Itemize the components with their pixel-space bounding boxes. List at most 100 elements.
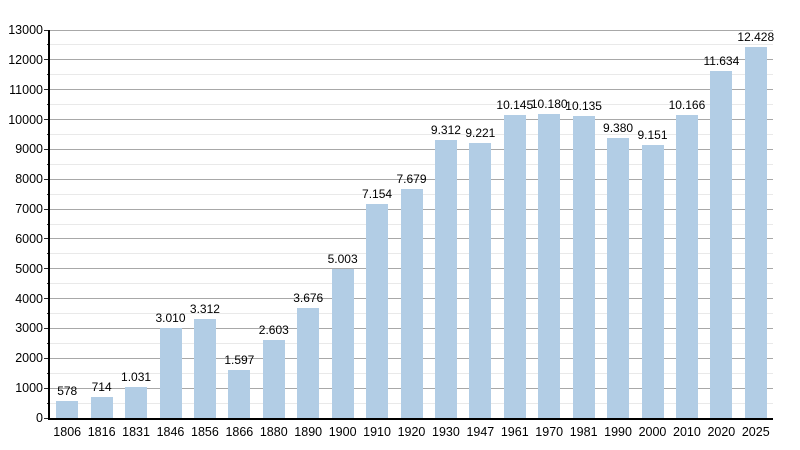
bar-value-label: 714 — [91, 379, 112, 394]
y-tick-major — [44, 417, 50, 419]
y-axis-label: 9000 — [15, 142, 43, 157]
x-axis-label: 1890 — [294, 425, 323, 439]
bar-value-label: 3.010 — [155, 311, 186, 326]
bar-value-label: 3.312 — [189, 302, 220, 317]
y-tick-major — [44, 327, 50, 329]
x-axis-label: 1981 — [569, 425, 598, 439]
y-tick-major — [44, 387, 50, 389]
x-axis-label: 1831 — [122, 425, 150, 439]
gridline-minor — [50, 133, 773, 135]
gridline-minor — [50, 163, 773, 165]
y-axis-line — [48, 30, 50, 420]
bar-value-label: 9.221 — [465, 125, 496, 140]
y-tick-major — [44, 29, 50, 31]
x-axis-label: 2010 — [673, 425, 701, 439]
y-axis-label: 5000 — [15, 261, 43, 276]
bar-value-label: 9.312 — [430, 123, 461, 138]
bar — [675, 114, 698, 418]
gridline-major — [50, 29, 773, 31]
bar — [400, 188, 423, 418]
x-axis-label: 1970 — [535, 425, 564, 439]
bar — [434, 140, 457, 418]
x-axis-label: 2025 — [741, 425, 770, 439]
bar — [297, 308, 320, 418]
bar-value-label: 10.135 — [565, 98, 602, 113]
bar — [331, 268, 354, 418]
y-tick-major — [44, 148, 50, 150]
bar — [262, 340, 285, 418]
y-axis-label: 13000 — [8, 23, 43, 37]
x-axis-label: 1961 — [500, 425, 529, 439]
y-tick-major — [44, 238, 50, 240]
x-axis-label: 1990 — [604, 425, 632, 439]
y-axis-label: 12000 — [8, 52, 43, 67]
bar — [228, 370, 251, 418]
gridline-major — [50, 119, 773, 121]
x-axis-label: 1846 — [156, 425, 185, 439]
x-axis-label: 1806 — [53, 425, 82, 439]
gridline-major — [50, 59, 773, 61]
y-axis-label: 6000 — [15, 231, 43, 246]
bar-value-label: 578 — [57, 383, 78, 398]
x-axis-label: 1910 — [363, 425, 391, 439]
y-tick-major — [44, 268, 50, 270]
y-axis-label: 0 — [36, 411, 43, 425]
gridline-major — [50, 148, 773, 150]
gridline-minor — [50, 104, 773, 106]
x-axis-label: 2020 — [707, 425, 736, 439]
y-tick-major — [44, 178, 50, 180]
y-tick-major — [44, 357, 50, 359]
y-axis-label: 7000 — [15, 202, 43, 217]
bar — [710, 70, 733, 418]
bar-value-label: 1.031 — [121, 370, 152, 385]
gridline-minor — [50, 44, 773, 46]
gridline-major — [50, 178, 773, 180]
bar — [159, 328, 182, 418]
y-tick-major — [44, 59, 50, 61]
bar-value-label: 11.634 — [703, 53, 740, 68]
x-axis-line — [48, 418, 773, 420]
bar — [469, 142, 492, 418]
bar — [90, 396, 113, 418]
bar — [503, 115, 526, 418]
x-axis-label: 1947 — [466, 425, 495, 439]
bar-value-label: 7.154 — [362, 187, 393, 202]
gridline-major — [50, 89, 773, 91]
bar — [193, 319, 216, 418]
bar — [366, 204, 389, 418]
bar — [641, 144, 664, 418]
y-axis-label: 1000 — [15, 381, 43, 396]
x-axis-label: 2000 — [638, 425, 667, 439]
bar — [538, 114, 561, 418]
y-axis-label: 8000 — [15, 172, 43, 187]
bar-value-label: 9.151 — [637, 127, 668, 142]
x-axis-label: 1856 — [191, 425, 219, 439]
x-axis-label: 1930 — [432, 425, 460, 439]
bar-value-label: 10.180 — [530, 97, 568, 112]
y-axis-label: 4000 — [15, 291, 43, 306]
bar-value-label: 5.003 — [327, 251, 358, 266]
bar-value-label: 10.145 — [496, 98, 534, 113]
y-tick-major — [44, 298, 50, 300]
bar-value-label: 3.676 — [293, 291, 324, 306]
gridline-minor — [50, 74, 773, 76]
bar-value-label: 9.380 — [603, 121, 634, 136]
y-tick-major — [44, 89, 50, 91]
y-axis-label: 11000 — [9, 82, 43, 97]
bar — [744, 47, 767, 418]
x-axis-label: 1880 — [259, 425, 288, 439]
y-axis-label: 2000 — [15, 351, 43, 366]
bar-value-label: 12.428 — [737, 30, 775, 45]
bar-value-label: 2.603 — [258, 323, 289, 338]
x-axis-label: 1816 — [87, 425, 116, 439]
bar — [56, 400, 79, 418]
y-tick-major — [44, 208, 50, 210]
y-tick-major — [44, 119, 50, 121]
bar-value-label: 7.679 — [396, 171, 427, 186]
x-axis-label: 1920 — [397, 425, 426, 439]
y-axis-label: 10000 — [8, 112, 43, 127]
bar — [125, 387, 148, 418]
bar — [607, 138, 630, 418]
bar-value-label: 1.597 — [224, 353, 255, 368]
